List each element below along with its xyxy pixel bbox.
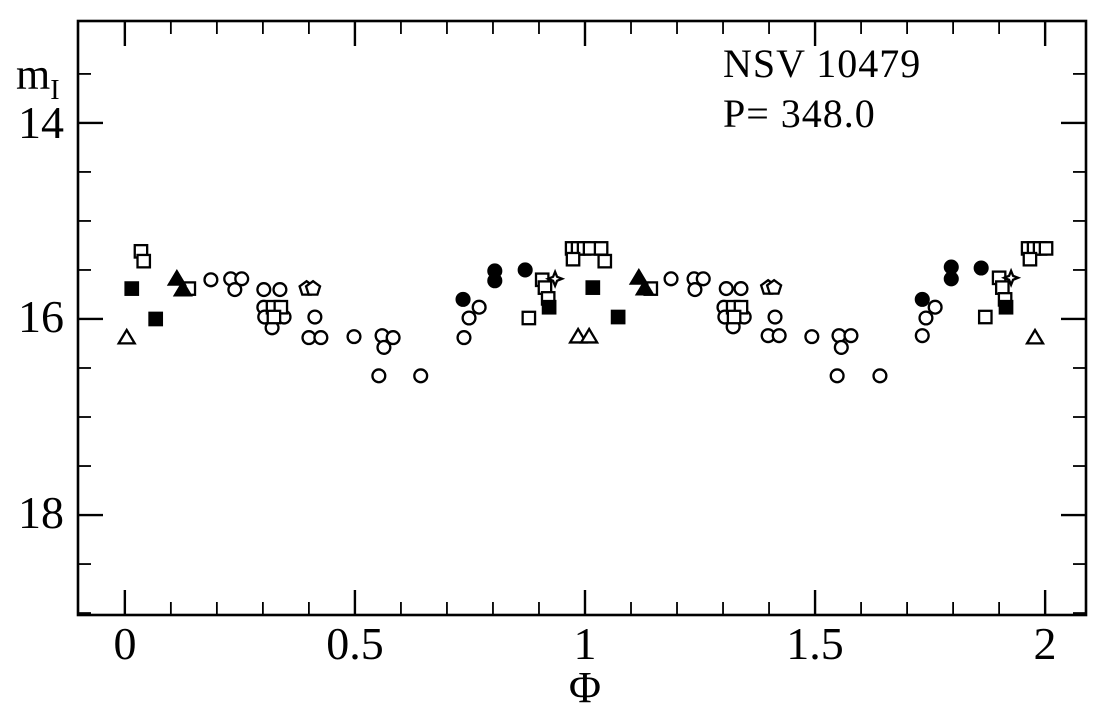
filled-squares-point [610,309,626,325]
open-circles-point [234,271,250,287]
open-circles-point [376,339,392,355]
filled-triangles-point [172,279,193,297]
open-circles-point [272,282,288,298]
filled-squares-point [998,299,1014,315]
y-axis-label: mI [16,50,60,106]
open-pentagons-point [304,279,322,296]
x-tick-label-0: 0 [113,618,137,669]
open-circles-point [413,368,429,384]
open-circles-point [203,272,219,288]
open-circles-point [346,329,362,345]
open-squares-point [266,309,282,325]
open-squares-point [136,253,152,269]
open-circles-point [385,330,401,346]
open-squares-point [1038,241,1054,256]
open-squares-point [593,241,609,256]
filled-circles-point [973,260,989,276]
open-circles-point [767,309,783,325]
open-circles-point [914,328,930,344]
open-circles-point [456,330,472,346]
star-name-title: NSV 10479 [723,41,922,86]
x-tick-label-0p5: 0.5 [326,618,384,669]
open-circles-point [872,368,888,384]
open-circles-point [371,368,387,384]
open-circles-point [227,282,243,298]
x-tick-label-2: 2 [1033,618,1057,669]
filled-triangles-point [166,268,187,286]
open-circles-point [663,271,679,287]
x-axis-label: Φ [568,663,602,712]
open-squares-point [994,280,1010,295]
open-four-point-stars-point [1000,267,1022,288]
y-tick-label-16: 16 [18,291,64,342]
open-triangles-point [116,327,137,345]
open-circles-point [927,299,943,315]
open-pentagons-point [765,278,783,295]
y-tick-label-18: 18 [18,487,64,538]
open-circles-point [471,299,487,315]
filled-circles-point [914,291,930,307]
filled-squares-point [541,299,557,315]
filled-squares-point [124,281,140,296]
filled-squares-point [585,280,601,295]
x-tick-label-1: 1 [573,618,597,669]
open-circles-point [918,310,934,326]
open-circles-point [804,329,820,345]
filled-circles-point [943,271,959,287]
open-circles-point [695,271,711,287]
filled-triangles-point [634,278,655,296]
open-circles-point [771,328,787,344]
open-circles-point [307,309,323,325]
open-squares-point [565,251,581,267]
filled-circles-point [517,262,533,278]
open-squares-point [1022,251,1038,267]
y-axis-label-subscript: I [50,74,60,106]
open-four-point-stars-point [544,268,566,289]
filled-squares-point [148,311,164,327]
open-squares-point [726,309,742,325]
open-triangles-point [1024,327,1046,345]
open-circles-point [829,368,845,384]
open-triangles-point [579,326,600,344]
open-circles-point [833,339,849,355]
open-squares-point [597,253,613,269]
open-squares-point [521,310,537,326]
filled-circles-point [455,291,471,307]
open-circles-point [256,282,272,298]
plot-frame [76,19,1088,617]
period-annotation: P= 348.0 [723,91,876,136]
open-circles-point [461,310,477,326]
filled-triangles-point [628,267,649,285]
filled-circles-point [487,273,503,289]
open-circles-point [313,330,329,346]
y-tick-label-14: 14 [18,97,64,148]
open-circles-point [687,282,703,298]
open-squares-point [977,309,993,325]
x-tick-label-1p5: 1.5 [786,618,844,669]
open-circles-point [843,328,859,344]
open-circles-point [733,281,749,297]
open-circles-point [718,281,734,297]
